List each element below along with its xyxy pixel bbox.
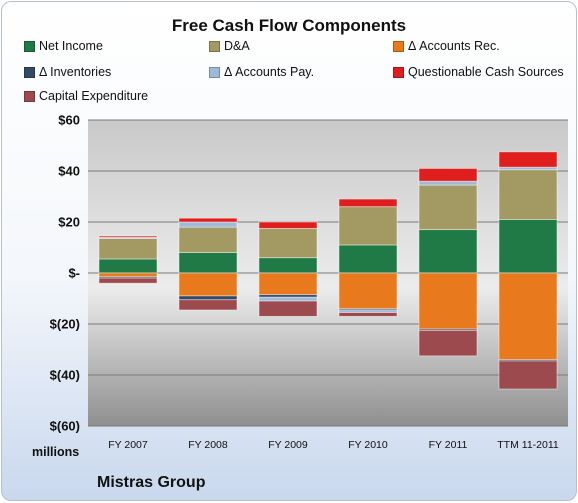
bar-segment (98, 235, 158, 238)
bar-segment (98, 238, 158, 260)
y-tick-label: $(60) (50, 419, 80, 434)
legend-item-capex: Capital Expenditure (24, 89, 148, 103)
bar-segment (338, 244, 398, 274)
legend-swatch (24, 66, 35, 78)
bar-segment (258, 296, 318, 302)
y-tick-label: $- (68, 266, 80, 281)
company-name: Mistras Group (97, 474, 206, 491)
bar-segment (178, 272, 238, 297)
legend-label: Net Income (39, 39, 103, 53)
bar-segment (498, 151, 558, 168)
legend-label: Δ Accounts Pay. (224, 65, 315, 79)
y-tick-label: $(20) (50, 317, 80, 332)
bar-segment (98, 277, 158, 284)
bar-segment (178, 221, 238, 228)
bar-segment (338, 312, 398, 317)
bar-segment (418, 184, 478, 231)
legend-item-questionable-cash: Questionable Cash Sources (393, 65, 564, 79)
bar-segment (418, 329, 478, 357)
x-category-label: FY 2007 (108, 439, 148, 451)
bar-segment (98, 258, 158, 274)
legend-label: Questionable Cash Sources (408, 65, 564, 79)
bar-segment (338, 206, 398, 246)
x-category-label: FY 2008 (188, 439, 228, 451)
x-category-label: FY 2010 (348, 439, 388, 451)
legend-swatch (209, 40, 220, 52)
legend-label: Δ Inventories (39, 65, 112, 79)
bar-segment (258, 257, 318, 274)
bar-segment (498, 219, 558, 274)
x-category-label: TTM 11-2011 (497, 439, 559, 451)
bar-segment (418, 168, 478, 182)
bar-segment (258, 272, 318, 296)
bar-segment (258, 227, 318, 259)
legend-swatch (209, 66, 220, 78)
units-label: millions (32, 445, 80, 459)
bar-segment (498, 169, 558, 220)
bar-segment (178, 217, 238, 223)
legend-label: Δ Accounts Rec. (408, 39, 500, 53)
legend-label: D&A (224, 39, 250, 53)
bar-segment (258, 221, 318, 229)
x-category-label: FY 2011 (429, 439, 468, 451)
bar-segment (338, 198, 398, 208)
legend-item-accounts-pay: Δ Accounts Pay. (209, 65, 314, 79)
bar-segment (498, 360, 558, 390)
legend-swatch (393, 66, 404, 78)
bar-segment (498, 272, 558, 361)
legend-item-net-income: Net Income (24, 39, 103, 53)
bar-segment (178, 226, 238, 254)
bar-segment (98, 272, 158, 278)
bar-segment (178, 252, 238, 274)
legend-swatch (393, 40, 404, 52)
legend-item-inventories: Δ Inventories (24, 65, 111, 79)
y-tick-label: $20 (58, 215, 80, 230)
bar-segment (338, 272, 398, 310)
bar-segment (418, 272, 478, 330)
y-tick-label: $(40) (50, 368, 80, 383)
legend-item-da: D&A (209, 39, 250, 53)
bar-segment (178, 295, 238, 301)
bar-segment (418, 180, 478, 186)
bar-segment (258, 300, 318, 317)
bar-segment (418, 229, 478, 274)
legend-swatch (24, 40, 35, 52)
legend-item-accounts-rec: Δ Accounts Rec. (393, 39, 500, 53)
bar-segment (178, 299, 238, 311)
y-tick-label: $60 (58, 113, 80, 128)
legend-swatch (24, 90, 35, 102)
legend-label: Capital Expenditure (39, 89, 149, 103)
y-tick-label: $40 (58, 164, 80, 179)
chart-title: Free Cash Flow Components (171, 16, 407, 35)
x-category-label: FY 2009 (268, 439, 308, 451)
